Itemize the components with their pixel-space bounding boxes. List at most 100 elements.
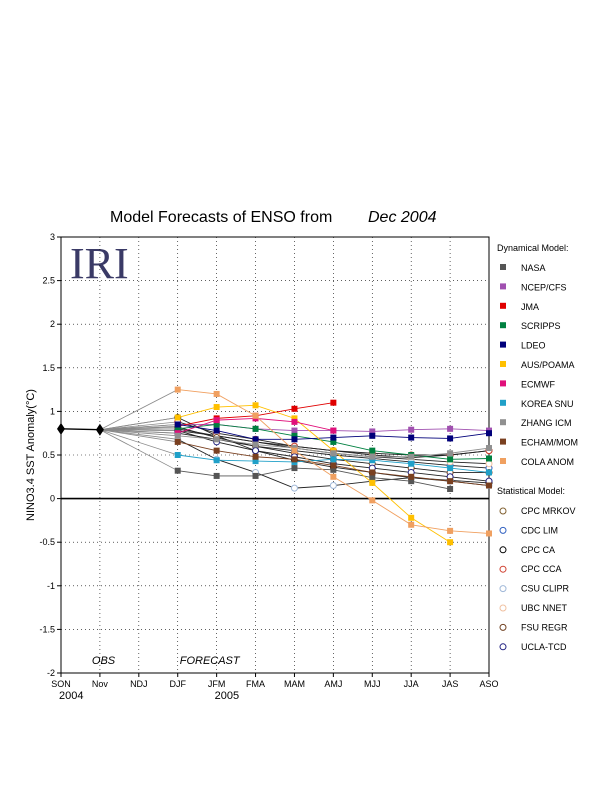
series-point: [369, 428, 376, 435]
series-point: [408, 426, 415, 433]
series-connector: [99, 429, 178, 437]
legend-label: CDC LIM: [521, 525, 558, 535]
series-point: [213, 472, 220, 479]
series-cola-anom: [99, 386, 492, 537]
legend-label: LDEO: [521, 341, 546, 351]
legend-heading-statistical: Statistical Model:: [497, 486, 565, 496]
series-point: [486, 482, 492, 489]
series-group: [99, 386, 493, 546]
series-point: [447, 425, 454, 432]
y-tick-label: 2: [50, 319, 55, 329]
x-tick-label: DJF: [169, 679, 186, 689]
chart-title-date: Dec 2004: [368, 209, 437, 226]
series-point: [291, 436, 298, 443]
series-connector: [99, 429, 178, 434]
legend-label: ECMWF: [521, 379, 555, 389]
legend-label: CPC MRKOV: [521, 506, 576, 516]
legend-swatch: [500, 341, 506, 348]
series-point: [174, 421, 181, 428]
series-point: [447, 478, 454, 485]
series-echam-mom: [99, 429, 492, 489]
series-point: [252, 425, 259, 432]
series-point: [291, 465, 298, 472]
series-point: [486, 530, 492, 537]
x-tick-label: ASO: [479, 679, 498, 689]
series-point: [252, 412, 259, 419]
legend-swatch: [500, 361, 506, 367]
series-point: [174, 467, 181, 474]
series-point: [408, 434, 415, 441]
legend-swatch: [500, 458, 506, 464]
y-tick-label: -0.5: [39, 537, 55, 547]
series-point: [369, 469, 376, 476]
legend-label: NCEP/CFS: [521, 282, 567, 292]
series-point: [408, 460, 415, 467]
x-tick-label: MJJ: [364, 679, 381, 689]
series-point: [291, 456, 298, 463]
series-point: [369, 457, 376, 464]
observed-series: [57, 422, 104, 436]
series-point: [291, 432, 298, 439]
series-point: [329, 482, 337, 490]
series-point: [408, 514, 415, 521]
series-point: [447, 486, 454, 493]
series-point: [291, 415, 298, 422]
series-ldeo: [99, 421, 492, 443]
y-tick-label: -1: [47, 581, 55, 591]
series-connector: [99, 429, 178, 456]
series-point: [447, 539, 454, 546]
series-point: [291, 447, 298, 454]
series-connector: [99, 421, 178, 431]
series-point: [408, 478, 415, 485]
x-tick-label: FMA: [246, 679, 265, 689]
series-point: [252, 453, 259, 460]
legend-heading-dynamical: Dynamical Model:: [497, 243, 569, 253]
legend: Dynamical Model: NASA NCEP/CFS JMA SCRIPPS LD…: [497, 243, 578, 652]
series-point: [408, 453, 415, 460]
series-point: [369, 474, 376, 481]
x-tick-label: AMJ: [324, 679, 342, 689]
legend-swatch: [499, 565, 507, 573]
series-connector: [99, 429, 178, 472]
legend-swatch: [499, 623, 507, 631]
legend-label: NASA: [521, 263, 546, 273]
series-point: [252, 441, 259, 448]
series-point: [330, 427, 337, 434]
series-point: [369, 479, 376, 486]
x-tick-label: NDJ: [130, 679, 148, 689]
legend-swatch: [500, 438, 506, 445]
y-tick-label: 0: [50, 494, 55, 504]
chart-title: Model Forecasts of ENSO from: [110, 209, 332, 226]
axes: -2 -1.5 -1 -0.5 0 0.5 1 1.5 2 2.5 3 SON Nov NDJ DJF JFM…: [39, 232, 498, 702]
legend-swatch: [499, 546, 507, 554]
series-point: [369, 453, 376, 460]
series-point: [252, 472, 259, 479]
legend-label: COLA ANOM: [521, 457, 574, 467]
series-point: [174, 438, 181, 445]
series-point: [174, 452, 181, 458]
series-point: [213, 457, 220, 464]
series-point: [174, 386, 181, 393]
y-tick-label: 1.5: [42, 363, 55, 373]
x-tick-label: JFM: [208, 679, 226, 689]
legend-swatch: [499, 604, 507, 612]
legend-swatch: [499, 585, 507, 593]
series-connector: [99, 429, 178, 440]
legend-label: ZHANG ICM: [521, 418, 572, 428]
legend-label: KOREA SNU: [521, 399, 574, 409]
series-point: [447, 465, 454, 472]
legend-label: JMA: [521, 302, 539, 312]
series-point: [213, 447, 220, 454]
legend-label: FSU REGR: [521, 622, 568, 632]
series-point: [486, 430, 492, 437]
x-tick-label: MAM: [284, 679, 305, 689]
iri-logo: IRI: [70, 239, 129, 288]
series-point: [291, 418, 298, 425]
y-tick-label: 2.5: [42, 276, 55, 286]
series-point: [447, 527, 454, 534]
legend-swatch: [500, 322, 506, 329]
legend-swatch: [500, 380, 506, 387]
series-point: [330, 462, 337, 469]
legend-label: CPC CCA: [521, 564, 562, 574]
series-point: [174, 414, 181, 421]
